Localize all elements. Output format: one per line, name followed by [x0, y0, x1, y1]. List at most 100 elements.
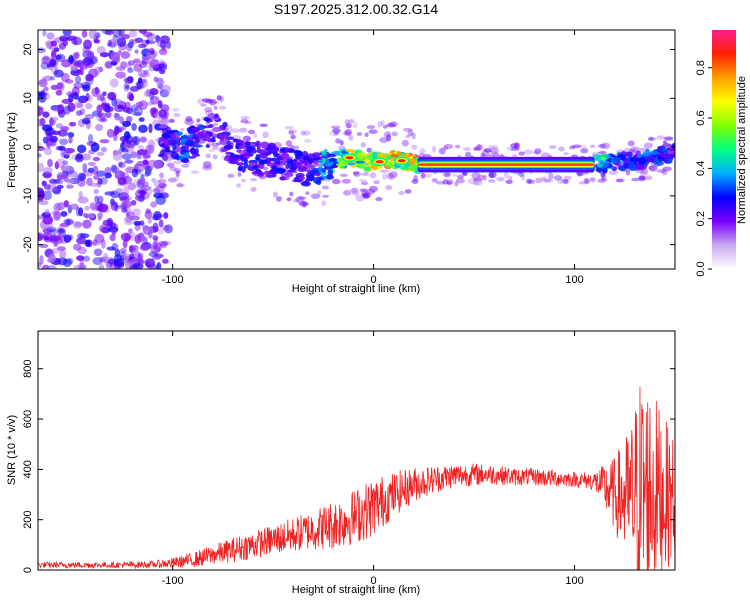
spectrogram-cell	[353, 172, 359, 177]
spectrogram-cell	[598, 150, 607, 155]
spectrogram-cell	[250, 186, 257, 192]
spectrogram-cell	[94, 124, 104, 132]
spectrogram-cell	[77, 172, 86, 182]
spectrogram-cell	[81, 30, 88, 38]
spectrogram-cell	[145, 89, 151, 97]
spectrogram-cell	[42, 54, 49, 63]
spectrogram-cell	[122, 239, 128, 249]
spectrogram-cell	[115, 188, 124, 194]
spectrogram-cell	[258, 153, 268, 159]
spectrogram-cell	[264, 170, 270, 176]
spectrogram-y-tick-label: 10	[22, 92, 34, 104]
spectrogram-cell	[73, 81, 83, 89]
spectrogram-cell	[55, 89, 63, 96]
spectrogram-cell	[286, 148, 295, 154]
spectrogram-cell	[409, 164, 417, 172]
spectrogram-cell	[89, 202, 97, 210]
spectrogram-cell	[279, 168, 287, 173]
spectrogram-cell	[133, 220, 141, 226]
spectrogram-cell	[38, 162, 45, 173]
spectrogram-cell	[584, 178, 591, 185]
spectrogram-cell	[121, 200, 128, 206]
spectrogram-cell	[91, 87, 101, 97]
spectrogram-cell	[151, 177, 156, 183]
spectrogram-cell	[205, 153, 211, 158]
spectrogram-cell	[77, 246, 87, 255]
spectrogram-cell	[274, 161, 281, 165]
snr-y-ticks: 0 200 400 600 800	[22, 360, 675, 573]
spectrogram-cell	[135, 80, 145, 90]
spectrogram-cell	[58, 249, 67, 259]
spectrogram-cell	[139, 136, 148, 143]
spectrogram-cell	[352, 171, 360, 175]
spectrogram-cell	[146, 32, 156, 41]
spectrogram-cell	[325, 174, 334, 180]
spectrogram-cell	[60, 148, 66, 158]
spectrogram-cell	[496, 176, 505, 182]
spectrogram-cell	[81, 117, 91, 125]
spectrogram-cell	[63, 200, 69, 208]
spectrogram-cell	[583, 177, 589, 184]
spectrogram-cell	[42, 190, 53, 201]
spectrogram-cell	[38, 142, 42, 147]
spectrogram-cell	[62, 160, 69, 166]
spectrogram-cell	[47, 158, 53, 168]
spectrogram-cell	[133, 106, 143, 116]
spectrogram-cell	[144, 258, 156, 268]
spectrogram-cell	[237, 171, 242, 177]
spectrogram-cell	[330, 125, 341, 129]
spectrogram-cell	[235, 154, 245, 159]
spectrogram-cell	[153, 210, 162, 221]
colorbar-label: Normalized spectral amplitude	[736, 76, 748, 224]
spectrogram-cell	[41, 76, 46, 85]
spectrogram-cell	[97, 195, 104, 204]
spectrogram-cell	[104, 172, 112, 179]
spectrogram-x-tick-label: 0	[371, 274, 377, 286]
spectrogram-y-ticks: -20 -10 0 10 20	[22, 43, 675, 253]
spectrogram-cell	[656, 135, 666, 140]
spectrogram-cell	[82, 84, 91, 92]
spectrogram-cell	[379, 169, 389, 173]
spectrogram-cell	[38, 190, 45, 199]
spectrogram-cell	[172, 107, 180, 112]
spectrogram-cell	[164, 224, 173, 234]
spectrogram-cell	[60, 126, 70, 132]
spectrogram-cell	[200, 103, 207, 107]
spectrogram-cell	[106, 128, 115, 138]
spectrogram-cell	[43, 147, 52, 156]
spectrogram-cell	[65, 79, 74, 84]
spectrogram-cell	[244, 141, 251, 148]
spectrogram-cell	[86, 177, 93, 186]
spectrogram-cell	[345, 162, 356, 166]
spectrogram-cell	[211, 136, 216, 143]
spectrogram-cell	[518, 171, 525, 178]
spectrogram-cell	[148, 251, 158, 258]
spectrogram-cell	[48, 253, 56, 263]
spectrogram-cell	[51, 50, 57, 58]
spectrogram-cell	[134, 49, 139, 54]
spectrogram-cell	[405, 134, 411, 139]
spectrogram-cell	[164, 106, 170, 113]
spectrogram-cell	[131, 111, 143, 117]
spectrogram-cell	[100, 238, 106, 249]
spectrogram-cell	[431, 178, 438, 183]
spectrogram-cell	[72, 221, 83, 229]
spectrogram-cell	[185, 139, 195, 147]
spectrogram-y-tick-label: -10	[22, 188, 34, 204]
spectrogram-cell	[411, 144, 418, 150]
spectrogram-cell	[138, 117, 145, 122]
spectrogram-cell	[96, 111, 101, 122]
spectrogram-cell	[77, 262, 86, 269]
spectrogram-cell	[152, 187, 161, 194]
spectrogram-cell	[355, 194, 365, 202]
spectrogram-cell	[84, 113, 95, 120]
spectrogram-cell	[108, 256, 115, 267]
spectrogram-cell	[147, 231, 153, 239]
spectrogram-cell	[197, 124, 206, 131]
spectrogram-cell	[124, 159, 134, 164]
spectrogram-cell	[239, 127, 248, 133]
spectrogram-cell	[109, 52, 120, 63]
spectrogram-cell	[167, 162, 175, 168]
spectrogram-cell	[600, 177, 606, 182]
